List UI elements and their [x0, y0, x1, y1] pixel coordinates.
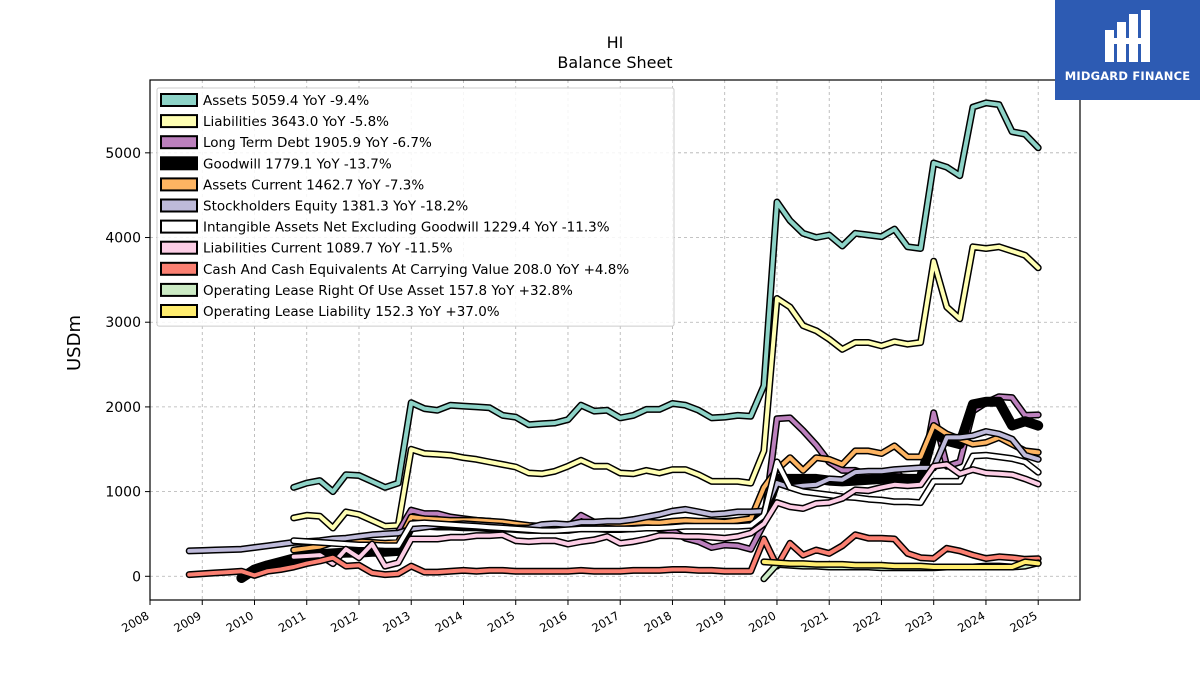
y-tick-label: 1000: [105, 485, 141, 501]
legend-entry-assets: Assets 5059.4 YoY -9.4%: [203, 93, 369, 109]
legend-swatch-operating-lease-right-of-use-asset: [160, 282, 198, 297]
legend-swatch-intangible-assets-net-excluding-goodwill: [160, 219, 198, 234]
x-tick-label: 2008: [119, 608, 151, 635]
brand-name: MIDGARD FINANCE: [1064, 69, 1191, 83]
x-tick-label: 2009: [171, 608, 203, 635]
series-line-assets: [291, 100, 1041, 494]
chart-subtitle: Balance Sheet: [557, 53, 672, 72]
legend-swatch-long-term-debt: [160, 135, 198, 150]
y-tick-label: 2000: [105, 400, 141, 416]
legend-swatch-assets: [160, 93, 198, 107]
x-tick-label: 2023: [903, 608, 935, 635]
legend-entry-assets-current: Assets Current 1462.7 YoY -7.3%: [203, 177, 424, 193]
series-line-stockholders-equity: [187, 429, 1041, 553]
y-tick-label: 4000: [105, 231, 141, 247]
legend-swatch-liabilities-current: [160, 240, 198, 255]
legend-box: [156, 87, 675, 327]
x-tick-label: 2019: [694, 608, 726, 635]
legend: Assets 5059.4 YoY -9.4% Liabilities 3643.…: [156, 87, 675, 327]
x-axis: 2008 2009 2010 2011 2012 2013 2014 2015 2016 2017…: [119, 600, 1040, 635]
series-line-liabilities-current: [291, 462, 1041, 569]
legend-entry-operating-lease-liability: Operating Lease Liability 152.3 YoY +37.…: [203, 304, 500, 320]
legend-swatch-operating-lease-liability: [160, 304, 198, 318]
x-tick-label: 2012: [328, 608, 360, 635]
x-tick-label: 2025: [1007, 608, 1039, 635]
series-layer: [185, 99, 1044, 583]
legend-entry-liabilities: Liabilities 3643.0 YoY -5.8%: [203, 114, 389, 130]
legend-entry-long-term-debt: Long Term Debt 1905.9 YoY -6.7%: [203, 135, 432, 151]
x-tick-label: 2017: [589, 608, 621, 635]
x-tick-label: 2011: [276, 608, 308, 635]
midgard-logo-icon: [1105, 10, 1150, 62]
legend-entry-operating-lease-right-of-use-asset: Operating Lease Right Of Use Asset 157.8…: [203, 283, 573, 299]
series-line-cash-and-cash-equivalents-at-carrying-value: [187, 532, 1041, 578]
y-tick-label: 5000: [105, 146, 141, 162]
series-line-operating-lease-liability: [761, 559, 1041, 569]
x-tick-label: 2013: [380, 608, 412, 635]
legend-swatch-goodwill: [160, 156, 198, 171]
x-tick-label: 2015: [485, 608, 517, 635]
y-tick-label: 0: [132, 569, 141, 585]
x-tick-label: 2010: [224, 608, 256, 635]
midgard-finance-brand: MIDGARD FINANCE: [1055, 0, 1200, 100]
legend-entry-liabilities-current: Liabilities Current 1089.7 YoY -11.5%: [203, 241, 453, 257]
x-tick-label: 2016: [537, 608, 569, 635]
x-tick-label: 2014: [433, 608, 465, 635]
y-tick-label: 3000: [105, 315, 141, 331]
y-axis: 0 1000 2000 3000 4000 5000: [105, 146, 150, 585]
y-axis-label: USDm: [64, 315, 85, 371]
x-tick-label: 2018: [642, 608, 674, 635]
series-line-intangible-assets-net-excluding-goodwill: [291, 453, 1041, 548]
legend-entry-goodwill: Goodwill 1779.1 YoY -13.7%: [203, 156, 392, 172]
chart-title: HI: [607, 33, 624, 52]
x-tick-label: 2024: [955, 608, 987, 635]
plot-frame: [149, 79, 1081, 601]
x-tick-label: 2021: [798, 608, 830, 635]
legend-swatch-assets-current: [160, 177, 198, 192]
legend-swatch-cash-and-cash-equivalents-at-carrying-value: [160, 261, 198, 276]
legend-swatch-liabilities: [160, 114, 198, 129]
legend-entry-intangible-assets-net-excluding-goodwill: Intangible Assets Net Excluding Goodwill…: [203, 220, 610, 236]
x-tick-label: 2022: [851, 608, 883, 635]
legend-entry-cash-and-cash-equivalents-at-carrying-value: Cash And Cash Equivalents At Carrying Va…: [203, 262, 629, 278]
legend-entry-stockholders-equity: Stockholders Equity 1381.3 YoY -18.2%: [203, 199, 468, 215]
legend-swatch-stockholders-equity: [160, 198, 198, 213]
x-tick-label: 2020: [746, 608, 778, 635]
series-line-assets-current: [291, 423, 1041, 552]
series-line-liabilities: [291, 244, 1041, 530]
